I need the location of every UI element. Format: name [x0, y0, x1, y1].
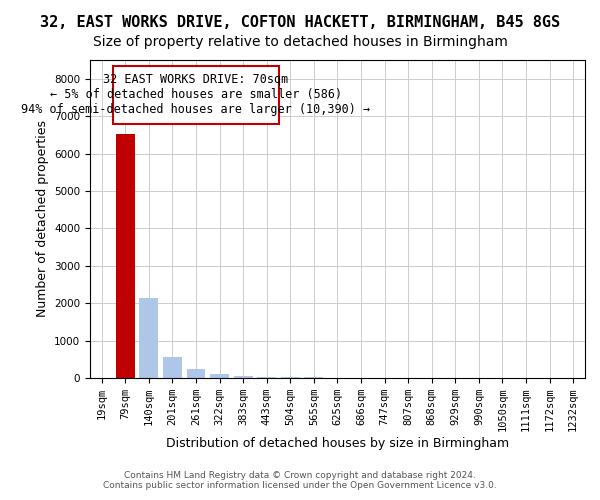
Bar: [257, 376, 276, 378]
Bar: [139, 298, 158, 378]
Bar: [187, 370, 205, 378]
X-axis label: Distribution of detached houses by size in Birmingham: Distribution of detached houses by size …: [166, 437, 509, 450]
Text: 32 EAST WORKS DRIVE: 70sqm
← 5% of detached houses are smaller (586)
94% of semi: 32 EAST WORKS DRIVE: 70sqm ← 5% of detac…: [22, 73, 371, 116]
Text: Size of property relative to detached houses in Birmingham: Size of property relative to detached ho…: [92, 35, 508, 49]
Bar: [113, 66, 278, 124]
Y-axis label: Number of detached properties: Number of detached properties: [35, 120, 49, 318]
Bar: [234, 376, 253, 378]
Bar: [116, 134, 135, 378]
Bar: [210, 374, 229, 378]
Bar: [163, 356, 182, 378]
Bar: [281, 377, 300, 378]
Text: 32, EAST WORKS DRIVE, COFTON HACKETT, BIRMINGHAM, B45 8GS: 32, EAST WORKS DRIVE, COFTON HACKETT, BI…: [40, 15, 560, 30]
Text: Contains HM Land Registry data © Crown copyright and database right 2024.
Contai: Contains HM Land Registry data © Crown c…: [103, 470, 497, 490]
